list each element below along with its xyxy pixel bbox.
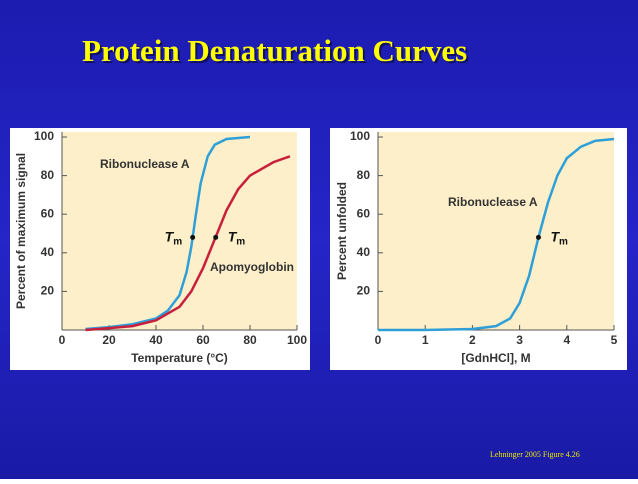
data-line [85,135,251,331]
y-tick-label: 100 [350,129,370,143]
tm-label: Tm [228,228,246,247]
title-shadow: Protein Denaturation Curves [84,35,469,70]
series-label: Apomyoglobin [210,260,294,274]
y-tick-label: 40 [41,245,55,259]
tm-point [213,234,219,240]
x-tick-label: 3 [516,333,523,347]
y-tick-label: 60 [41,206,55,220]
tm-symbol: T [550,228,560,244]
y-axis-label: Percent of maximum signal [14,153,28,309]
x-tick-label: 0 [375,333,382,347]
x-tick-label: 5 [611,333,618,347]
footnote: Lehninger 2005 Figure 4.26 [490,450,580,459]
x-tick-label: 40 [149,333,163,347]
x-axis-label: [GdnHCl], M [461,351,530,365]
data-line [378,137,615,332]
x-axis-label: Temperature (°C) [131,351,228,365]
y-tick-label: 20 [41,284,55,298]
x-tick-label: 2 [469,333,476,347]
tm-subscript: m [173,236,182,247]
x-tick-label: 80 [243,333,257,347]
y-tick-label: 80 [357,168,371,182]
x-tick-label: 60 [196,333,210,347]
tm-symbol: T [165,228,175,244]
slide-title: Protein Denaturation Curves [82,33,467,68]
x-tick-label: 100 [287,333,307,347]
x-tick-label: 4 [563,333,570,347]
data-line [85,155,291,332]
tm-label: Tm [165,228,183,247]
x-tick-label: 0 [59,333,66,347]
plot-area [378,132,614,330]
tm-symbol: T [228,228,238,244]
y-tick-label: 40 [357,245,371,259]
y-tick-label: 60 [357,206,371,220]
tm-subscript: m [559,236,568,247]
tm-subscript: m [236,236,245,247]
tm-point [535,234,541,240]
y-tick-label: 100 [34,129,54,143]
series-label: Ribonuclease A [100,157,190,171]
x-tick-label: 20 [102,333,116,347]
y-axis-label: Percent unfolded [335,182,349,280]
tm-point [190,234,196,240]
y-tick-label: 20 [357,284,371,298]
series-label: Ribonuclease A [448,195,538,209]
tm-label: Tm [550,228,568,247]
y-tick-label: 80 [41,168,55,182]
x-tick-label: 1 [422,333,429,347]
